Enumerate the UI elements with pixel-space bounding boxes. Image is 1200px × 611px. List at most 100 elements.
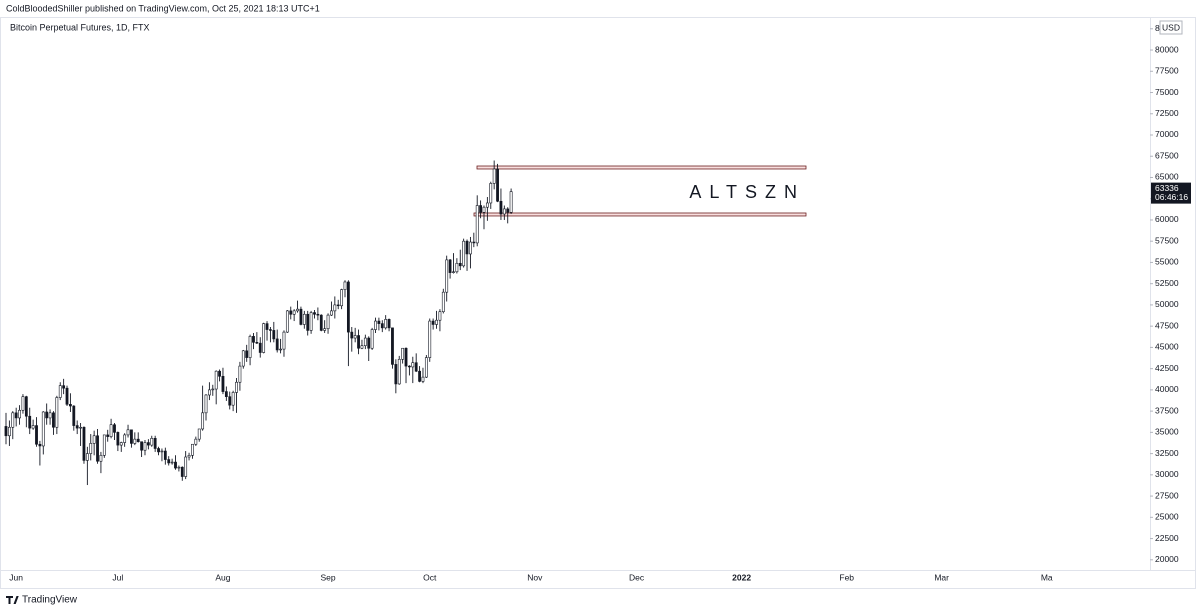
candle-body xyxy=(469,241,472,255)
candle-body xyxy=(302,313,306,325)
x-tick-label: Ma xyxy=(1041,572,1053,582)
chart-frame xyxy=(0,17,1196,589)
candle-body xyxy=(438,311,442,321)
candle-body xyxy=(123,434,127,443)
candle-body xyxy=(160,450,164,453)
candle-body xyxy=(65,387,69,405)
candle-body xyxy=(248,336,252,358)
candle-body xyxy=(258,342,262,353)
candle-body xyxy=(208,389,211,396)
candle-body xyxy=(214,370,218,390)
candle-body xyxy=(18,409,21,419)
candle-body xyxy=(448,259,452,273)
candle-body xyxy=(174,461,177,469)
header: ColdBloodedShiller published on TradingV… xyxy=(6,3,320,13)
candle-body xyxy=(265,323,269,330)
candle-body xyxy=(7,426,11,437)
candle-body xyxy=(11,412,15,428)
candle-body xyxy=(418,370,421,382)
candle-body xyxy=(367,337,371,349)
candle-body xyxy=(492,168,496,184)
candle-body xyxy=(153,438,157,449)
candle-body xyxy=(377,320,381,324)
candle-body xyxy=(462,240,466,267)
candle-body xyxy=(221,375,225,392)
candle-body xyxy=(235,381,238,393)
candle-body xyxy=(4,426,8,437)
y-tick-label: 45000 xyxy=(1155,342,1179,352)
candle-body xyxy=(241,350,245,367)
candle-body xyxy=(24,396,28,417)
candle-body xyxy=(340,289,344,307)
candle-body xyxy=(394,364,398,385)
y-tick-label: 75000 xyxy=(1155,87,1179,97)
y-tick-label: 42500 xyxy=(1155,363,1179,373)
x-tick-label: Nov xyxy=(527,572,543,582)
candle-body xyxy=(411,362,415,368)
candle-body xyxy=(279,348,282,351)
candle-body xyxy=(96,435,99,462)
y-tick-label: 67500 xyxy=(1155,150,1179,160)
candle-body xyxy=(316,313,320,316)
candle-body xyxy=(85,453,89,461)
candle-body xyxy=(292,310,296,315)
footer: TradingView xyxy=(22,595,78,606)
candle-body xyxy=(224,391,228,397)
x-tick-label: Jun xyxy=(9,572,23,582)
y-tick-label: 65000 xyxy=(1155,172,1179,182)
candle-layer xyxy=(4,160,513,486)
candle-body xyxy=(455,262,459,273)
x-tick-label: Mar xyxy=(934,572,949,582)
candle-body xyxy=(106,434,110,437)
y-tick-label: 32500 xyxy=(1155,448,1179,458)
y-tick-label: 22500 xyxy=(1155,533,1179,543)
candle-body xyxy=(346,281,350,333)
candle-body xyxy=(150,438,154,446)
footer-logo xyxy=(6,596,19,604)
x-tick-label: Oct xyxy=(423,572,437,582)
logo xyxy=(6,596,19,604)
candle-body xyxy=(333,304,337,312)
x-tick-label: Sep xyxy=(320,572,335,582)
y-tick-label: 57500 xyxy=(1155,235,1179,245)
last-price-tag xyxy=(1151,182,1191,204)
x-tick-label: Aug xyxy=(215,572,230,582)
candle-body xyxy=(387,319,391,329)
candle-body xyxy=(102,434,106,456)
candle-body xyxy=(330,310,333,316)
x-tick-label: Feb xyxy=(839,572,854,582)
y-tick-label: 20000 xyxy=(1155,554,1179,564)
candle-body xyxy=(238,365,242,383)
candle-body xyxy=(506,208,510,213)
candle-body xyxy=(140,441,144,451)
candle-body xyxy=(350,331,354,339)
candle-body xyxy=(157,448,160,453)
candle-body xyxy=(391,327,394,365)
candle-body xyxy=(255,342,259,344)
candle-body xyxy=(35,425,38,445)
candle-body xyxy=(509,191,513,213)
candle-body xyxy=(41,411,45,447)
y-tick-label: 25000 xyxy=(1155,512,1179,522)
candle-body xyxy=(180,466,184,477)
candle-body xyxy=(272,330,276,340)
candle-body xyxy=(326,314,330,330)
candle-body xyxy=(424,357,428,378)
candle-body xyxy=(52,412,55,428)
candle-body xyxy=(62,385,66,389)
candle-body xyxy=(252,336,255,343)
countdown: 06:46:16 xyxy=(1155,192,1188,202)
candle-body xyxy=(397,358,401,385)
candle-body xyxy=(489,183,493,204)
candle-body xyxy=(458,262,462,267)
candle-body xyxy=(109,424,113,437)
candle-body xyxy=(323,328,327,331)
candle-body xyxy=(126,429,130,436)
candle-body xyxy=(55,397,59,428)
candle-body xyxy=(184,456,188,477)
candle-body xyxy=(353,335,357,339)
candle-body xyxy=(414,362,418,372)
candle-body xyxy=(452,271,455,273)
